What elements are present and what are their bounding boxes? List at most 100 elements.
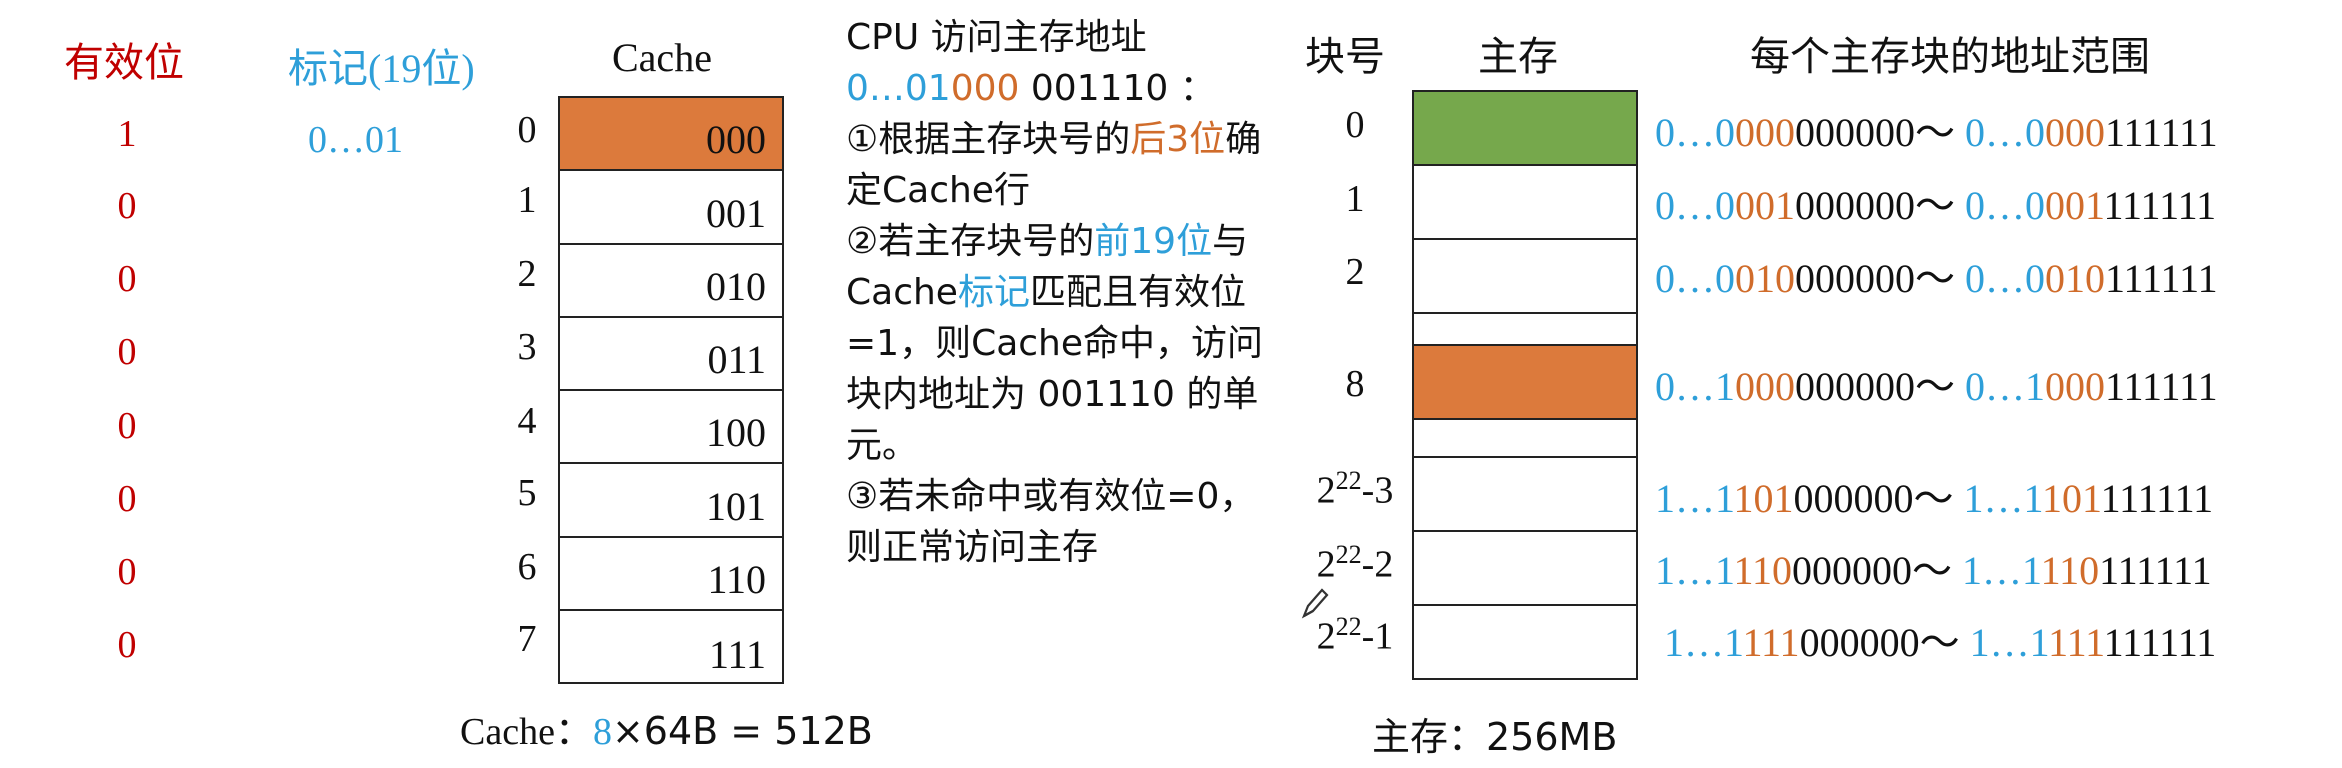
cache-line: 001: [560, 171, 782, 245]
block-number: 0: [1345, 104, 1365, 146]
pencil-icon: [1301, 588, 1329, 619]
step1-highlight: 后3位: [1130, 119, 1226, 160]
block-number: 1: [1345, 178, 1365, 220]
tag-value: 0…01: [308, 119, 403, 161]
cache-line: 111: [560, 611, 782, 684]
range-index: 001: [2045, 183, 2105, 228]
address-range: 1…1101000000～ 1…1101111111: [1655, 466, 2213, 524]
address-range: 0…0001000000～ 0…0001111111: [1655, 173, 2216, 231]
cache-line-index: 7: [517, 618, 537, 660]
range-tag: 0…1: [1655, 364, 1735, 409]
range-high: 111111: [2104, 183, 2217, 228]
explanation-step-1: ①根据主存块号的后3位确定Cache行: [846, 114, 1266, 216]
address-range: 1…1111000000～ 1…1111111111: [1664, 610, 2216, 668]
range-tag: 0…0: [1655, 183, 1735, 228]
valid-bit-value: 0: [117, 405, 137, 447]
main-memory-size-caption: 主存：256MB: [1372, 715, 1618, 759]
range-low: 000000～: [1795, 183, 1955, 228]
step2-highlight: 前19位: [1094, 221, 1213, 262]
step2-text: ②若主存块号的: [846, 221, 1095, 262]
range-index: 000: [2045, 110, 2105, 155]
block-number-tail: -2: [1361, 543, 1394, 586]
range-high: 111111: [2105, 364, 2218, 409]
block-number: 222-2: [1300, 540, 1410, 587]
block-number-exponent: 22: [1335, 540, 1362, 569]
memory-gap: [1414, 420, 1636, 458]
step2-text-mid: 与Cache: [846, 221, 1249, 313]
range-index: 111: [2048, 620, 2105, 665]
explanation-address: 0…01000 001110 ：: [846, 63, 1266, 114]
cache-line-hit: 000: [560, 98, 782, 172]
address-range-header: 每个主存块的地址范围: [1750, 34, 2150, 79]
cache-line-label: 011: [707, 337, 766, 382]
valid-bit-value: 1: [117, 113, 137, 155]
cache-line-label: 100: [706, 410, 766, 456]
range-low: 000000～: [1795, 110, 1955, 155]
cache-line: 110: [560, 538, 782, 611]
range-index: 101: [1734, 476, 1794, 521]
range-low: 000000～: [1792, 548, 1953, 593]
valid-bit-value: 0: [117, 478, 137, 520]
block-number: 2: [1345, 251, 1365, 293]
range-tag: 1…1: [1962, 548, 2042, 593]
cache-size-caption: Cache：8×64B = 512B: [460, 700, 873, 755]
cache-header: Cache: [612, 35, 712, 80]
cache-line-index: 2: [517, 253, 537, 295]
main-memory-block: [1412, 90, 1638, 680]
address-range: 1…1110000000～ 1…1110111111: [1655, 538, 2212, 596]
range-tag: 0…0: [1965, 183, 2045, 228]
block-number: 222-1: [1300, 612, 1410, 659]
range-tag: 1…1: [1664, 620, 1744, 665]
address-range: 0…1000000000～ 0…1000111111: [1655, 354, 2218, 412]
block-number-tail: -1: [1361, 615, 1394, 658]
range-tag: 1…1: [1963, 476, 2043, 521]
cache-line-index: 5: [517, 472, 537, 514]
range-index: 111: [1743, 620, 1800, 665]
range-index: 110: [1734, 548, 1793, 593]
range-tag: 1…1: [1655, 548, 1735, 593]
range-index: 010: [1735, 256, 1795, 301]
explanation-title: CPU 访问主存地址: [846, 17, 1147, 58]
memory-block: [1414, 240, 1636, 314]
valid-bit-value: 0: [117, 624, 137, 666]
block-number-base: 2: [1316, 543, 1336, 586]
main-memory-header: 主存: [1478, 34, 1558, 79]
memory-gap: [1414, 314, 1636, 346]
cache-line-label: 101: [706, 483, 766, 529]
range-tag: 0…0: [1965, 256, 2045, 301]
memory-block: [1414, 458, 1636, 532]
block-number-base: 2: [1316, 469, 1336, 512]
range-low: 000000～: [1793, 476, 1954, 521]
range-tag: 1…1: [1655, 476, 1735, 521]
range-tag: 0…0: [1655, 256, 1735, 301]
cache-line-label: 000: [706, 117, 766, 163]
range-index: 000: [2045, 364, 2105, 409]
cache-caption-prefix: Cache：: [460, 711, 593, 753]
block-number-exponent: 22: [1335, 612, 1362, 641]
range-index: 000: [1735, 110, 1795, 155]
range-tag: 0…0: [1965, 110, 2045, 155]
range-index: 001: [1735, 183, 1795, 228]
memory-block-last: [1414, 606, 1636, 678]
access-explanation: CPU 访问主存地址 0…01000 001110 ： ①根据主存块号的后3位确…: [846, 12, 1266, 573]
step1-text-end: 确定Cache行: [846, 119, 1262, 211]
memory-block: [1414, 166, 1636, 240]
range-high: 111111: [2105, 110, 2218, 155]
block-number-header: 块号: [1305, 34, 1385, 79]
range-tag: 1…1: [1969, 620, 2049, 665]
range-low: 000000～: [1795, 364, 1955, 409]
cache-line-index: 6: [517, 546, 537, 588]
cache-line: 011: [560, 318, 782, 391]
explanation-step-2: ②若主存块号的前19位与Cache标记匹配且有效位=1，则Cache命中，访问块…: [846, 216, 1266, 471]
cache-line: 100: [560, 391, 782, 465]
cache-line: 101: [560, 464, 782, 538]
memory-block-0: [1414, 92, 1636, 166]
step2-tag-word: 标记: [957, 272, 1030, 313]
cache-line-label: 001: [706, 190, 766, 236]
range-low: 000000～: [1795, 256, 1955, 301]
address-index-part: 000: [950, 68, 1020, 109]
block-number: 8: [1345, 363, 1365, 405]
block-number-tail: -3: [1361, 469, 1394, 512]
cache-line-index: 4: [517, 400, 537, 442]
valid-bit-value: 0: [117, 551, 137, 593]
